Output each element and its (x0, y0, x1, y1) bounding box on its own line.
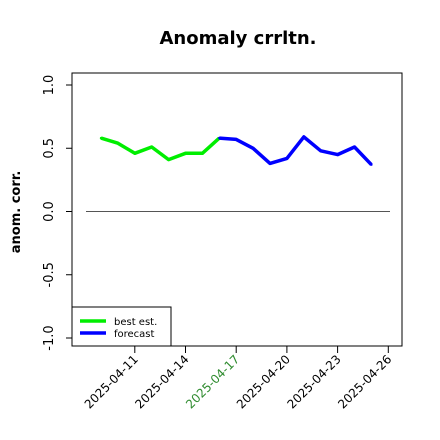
y-tick-label: 0.0 (42, 201, 57, 222)
y-axis-label: anom. corr. (9, 171, 24, 254)
data-point (268, 162, 272, 165)
x-axis: 2025-04-112025-04-142025-04-172025-04-20… (82, 346, 394, 411)
legend-label: forecast (114, 329, 155, 340)
chart-title: Anomaly crrltn. (159, 28, 316, 49)
legend: best est.forecast (71, 306, 172, 347)
legend-label: best est. (114, 317, 157, 328)
data-point (201, 152, 204, 155)
data-point (302, 135, 305, 139)
data-point (370, 163, 373, 166)
data-point (133, 152, 136, 155)
data-point (184, 152, 187, 155)
data-point (167, 158, 170, 161)
data-point (336, 153, 339, 156)
x-tick-label: 2025-04-26 (335, 352, 394, 411)
data-point (150, 145, 153, 149)
y-tick-label: -1.0 (42, 325, 57, 350)
data-point (353, 145, 356, 149)
series-layer (99, 135, 373, 166)
data-point (116, 141, 120, 145)
y-tick-label: 1.0 (42, 75, 57, 96)
data-point (251, 147, 255, 150)
data-point (285, 157, 289, 160)
data-point (218, 136, 221, 140)
data-point (235, 138, 238, 141)
plot-frame (71, 72, 403, 347)
series-line-1 (219, 135, 373, 166)
y-tick-label: 0.5 (42, 138, 57, 159)
data-point (99, 136, 103, 140)
data-point (319, 149, 322, 152)
y-tick-label: -0.5 (42, 262, 57, 287)
y-axis: -1.0 -0.5 0.0 0.5 1.0 (42, 75, 72, 351)
legend-box (71, 306, 172, 347)
series-line-0 (100, 136, 221, 162)
